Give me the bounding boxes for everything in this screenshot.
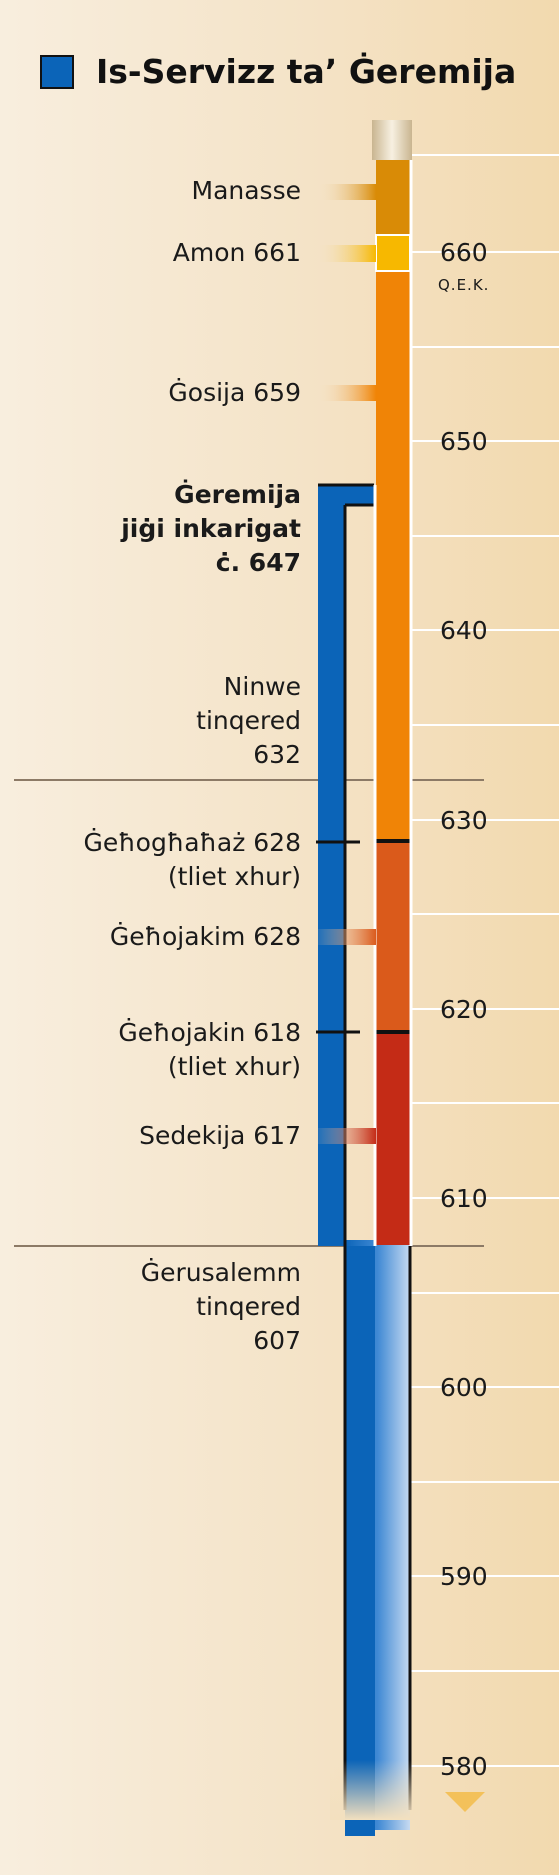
legend: Is-Servizz ta’ Ġeremija bbox=[40, 52, 516, 91]
connector-sedekija bbox=[312, 1128, 376, 1144]
column-bottom-fade bbox=[330, 1760, 420, 1820]
service-band-outline bbox=[318, 483, 412, 1810]
reign-column bbox=[373, 160, 413, 1246]
label-gehojakim: Ġeħojakim 628 bbox=[109, 922, 301, 951]
label-gerusalemm: Ġerusalemm tinqered 607 bbox=[140, 1258, 301, 1355]
connector-manasse bbox=[318, 184, 376, 200]
year-label: 580 bbox=[440, 1752, 488, 1781]
legend-swatch bbox=[40, 54, 74, 89]
service-band bbox=[318, 483, 412, 1836]
service-band-top bbox=[318, 485, 374, 1246]
reign-bar-amon bbox=[375, 234, 411, 272]
connector-gosija bbox=[318, 385, 376, 401]
connector-amon bbox=[318, 245, 376, 262]
reign-bar-gehojakim bbox=[376, 842, 410, 1031]
label-amon: Amon 661 bbox=[172, 238, 301, 267]
label-gehojakin: Ġeħojakin 618 (tliet xhur) bbox=[118, 1018, 301, 1081]
tick-lines bbox=[410, 154, 559, 1767]
legend-label: Is-Servizz ta’ Ġeremija bbox=[96, 52, 517, 91]
year-label: 660 bbox=[440, 238, 488, 267]
year-label: 650 bbox=[440, 427, 488, 456]
year-label: 640 bbox=[440, 616, 488, 645]
label-manasse: Manasse bbox=[191, 176, 302, 205]
reign-bar-sedekija bbox=[376, 1033, 410, 1245]
connector-gehojakim bbox=[312, 929, 376, 945]
year-label: 590 bbox=[440, 1562, 488, 1591]
continue-arrow-icon bbox=[445, 1792, 485, 1812]
year-label: 620 bbox=[440, 995, 488, 1024]
year-label: 600 bbox=[440, 1373, 488, 1402]
reign-bar-manasse bbox=[376, 160, 410, 235]
column-top-shadow bbox=[372, 120, 412, 160]
era-label: Q.E.K. bbox=[438, 276, 490, 294]
connectors bbox=[312, 184, 376, 1144]
label-gosija: Ġosija 659 bbox=[168, 378, 301, 407]
label-geremija: Ġeremija jiġi inkarigat ċ. 647 bbox=[121, 480, 301, 577]
year-label: 630 bbox=[440, 806, 488, 835]
reign-bar-gosija bbox=[376, 272, 410, 840]
year-label: 610 bbox=[440, 1184, 488, 1213]
label-gehoghahaz: Ġeħogħaħaż 628 (tliet xhur) bbox=[83, 828, 301, 891]
service-band-lower-left bbox=[345, 1246, 375, 1836]
label-sedekija: Sedekija 617 bbox=[139, 1121, 301, 1150]
label-ninwe: Ninwe tinqered 632 bbox=[196, 672, 301, 769]
